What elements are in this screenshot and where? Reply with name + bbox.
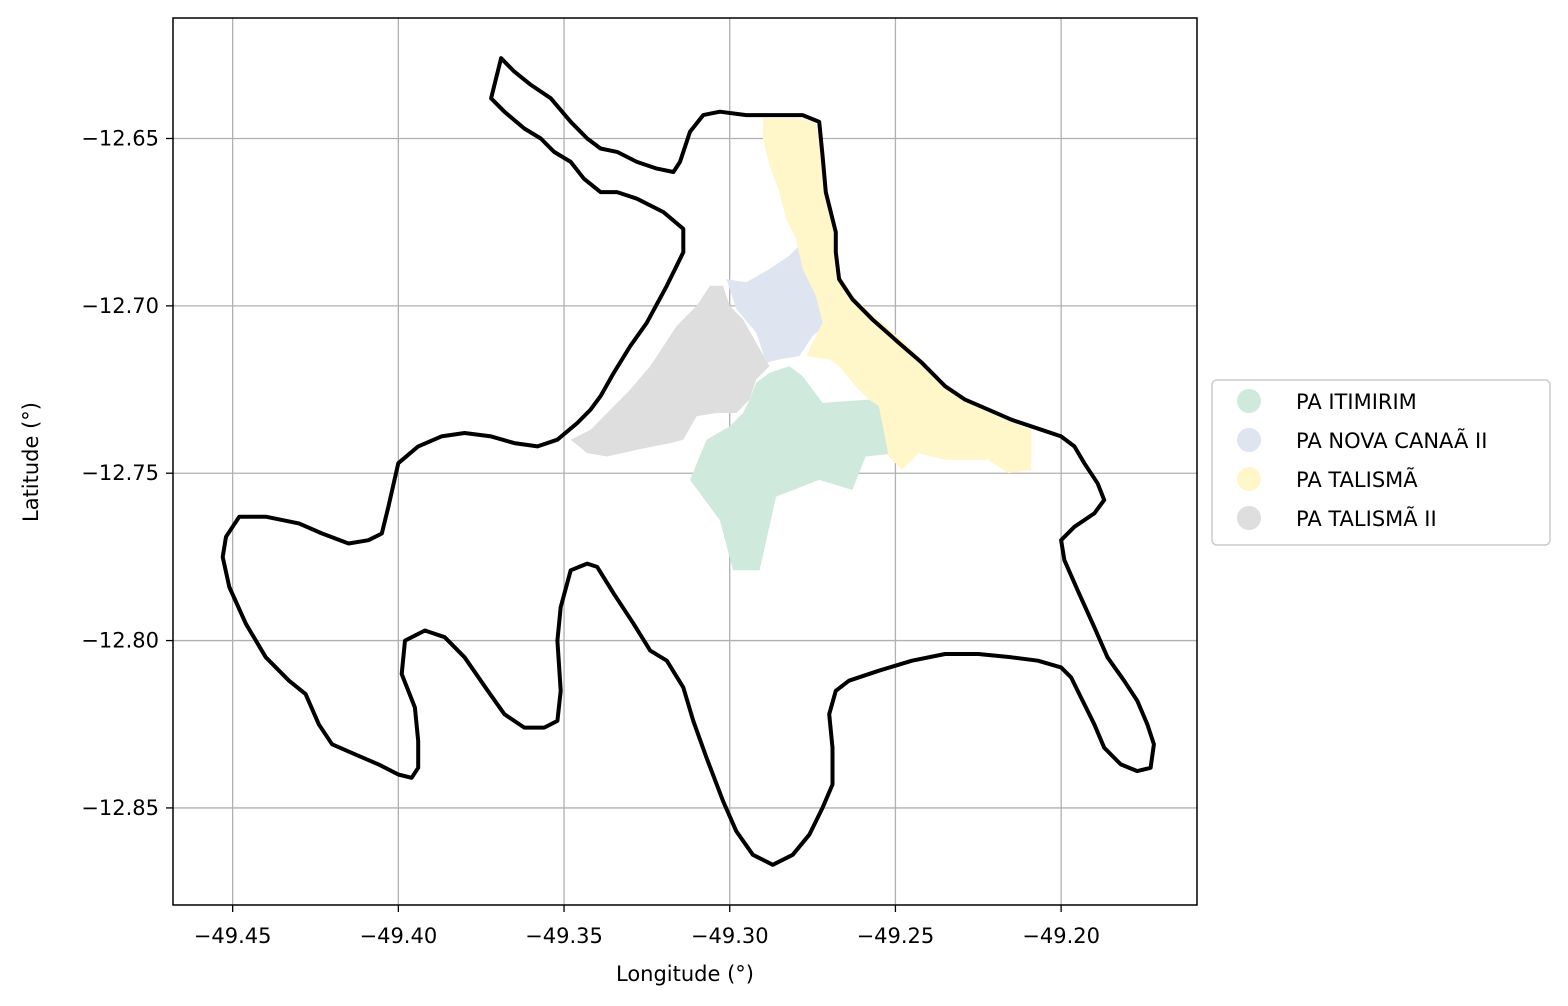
axes-frame bbox=[172, 17, 1198, 906]
y-tick-label: −12.70 bbox=[81, 294, 159, 318]
legend-marker bbox=[1237, 389, 1261, 413]
legend-items: PA ITIMIRIM PA NOVA CANAÃ II PA TALISMÃ PA … bbox=[1237, 389, 1487, 531]
legend-label: PA TALISMÃ II bbox=[1296, 505, 1437, 531]
y-tick-label: −12.85 bbox=[81, 796, 159, 820]
legend: PA ITIMIRIM PA NOVA CANAÃ II PA TALISMÃ PA … bbox=[1211, 379, 1551, 546]
region-pa-itimirim bbox=[690, 366, 899, 571]
region-pa-talisma bbox=[762, 118, 1032, 474]
y-tick-label: −12.80 bbox=[81, 629, 159, 653]
legend-marker bbox=[1237, 467, 1261, 491]
x-axis-ticks: −49.45 −49.40 −49.35 −49.30 −49.25 −49.20 bbox=[194, 905, 1100, 948]
municipality-boundary bbox=[220, 56, 1156, 867]
x-tick-label: −49.45 bbox=[194, 924, 272, 948]
x-tick-label: −49.20 bbox=[1022, 924, 1100, 948]
y-axis-label: Latitude (°) bbox=[19, 402, 43, 522]
y-tick-label: −12.65 bbox=[81, 126, 159, 150]
x-tick-label: −49.30 bbox=[691, 924, 769, 948]
legend-marker bbox=[1237, 428, 1261, 452]
legend-label: PA NOVA CANAÃ II bbox=[1296, 427, 1487, 453]
region-pa-nova-canaa-ii bbox=[726, 245, 830, 363]
x-tick-label: −49.40 bbox=[359, 924, 437, 948]
x-axis-label: Longitude (°) bbox=[616, 962, 754, 986]
x-tick-label: −49.35 bbox=[525, 924, 603, 948]
legend-box bbox=[1211, 379, 1551, 546]
y-tick-label: −12.75 bbox=[81, 461, 159, 485]
region-pa-talisma-ii bbox=[570, 285, 770, 457]
regions-layer bbox=[570, 118, 1032, 571]
legend-label: PA TALISMÃ bbox=[1296, 466, 1418, 492]
boundary-layer bbox=[220, 56, 1156, 867]
legend-label: PA ITIMIRIM bbox=[1296, 390, 1417, 414]
x-tick-label: −49.25 bbox=[857, 924, 935, 948]
legend-marker bbox=[1237, 506, 1261, 530]
y-axis-ticks: −12.65 −12.70 −12.75 −12.80 −12.85 bbox=[81, 126, 173, 820]
